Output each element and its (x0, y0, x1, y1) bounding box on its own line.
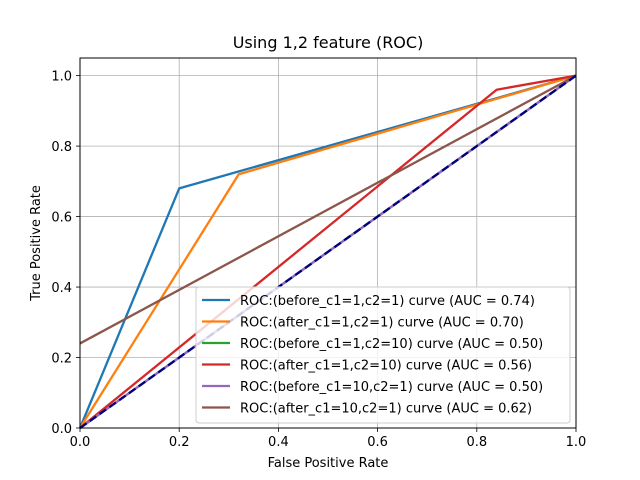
y-tick-label: 0.6 (51, 211, 72, 226)
x-tick-label: 0.4 (268, 435, 289, 450)
chance-diagonal-line (79, 74, 577, 429)
legend-entry-label: ROC:(before_c1=10,c2=1) curve (AUC = 0.5… (240, 380, 543, 395)
plot-frame (79, 57, 577, 429)
x-tick-label: 0.0 (70, 435, 91, 450)
legend-entry-label: ROC:(before_c1=1,c2=1) curve (AUC = 0.74… (240, 294, 535, 309)
legend-entry-label: ROC:(before_c1=1,c2=10) curve (AUC = 0.5… (240, 337, 543, 352)
series-line-2 (79, 74, 577, 429)
legend-entry-label: ROC:(after_c1=10,c2=1) curve (AUC = 0.62… (240, 402, 532, 417)
legend-box (195, 286, 571, 424)
y-tick-label: 0.2 (51, 352, 72, 367)
series-line-6 (79, 74, 577, 345)
series-lines (78, 74, 577, 429)
y-axis-label: True Positive Rate (29, 185, 44, 302)
legend: ROC:(before_c1=1,c2=1) curve (AUC = 0.74… (195, 286, 571, 424)
legend-entry-label: ROC:(after_c1=1,c2=10) curve (AUC = 0.56… (240, 359, 532, 374)
x-tick-label: 1.0 (566, 435, 587, 450)
y-tick-label: 1.0 (51, 70, 72, 85)
x-tick-label: 0.8 (466, 435, 487, 450)
y-tick-label: 0.0 (51, 422, 72, 437)
y-tick-label: 0.4 (51, 281, 72, 296)
x-tick-label: 0.2 (169, 435, 190, 450)
axis-ticks: 0.0 0.2 0.4 0.6 0.8 1.0 0.0 0.2 0.4 0.6 0.8 1.0 (51, 70, 586, 450)
y-tick-label: 0.8 (51, 140, 72, 155)
x-tick-label: 0.6 (367, 435, 388, 450)
chart-title: Using 1,2 feature (ROC) (233, 33, 424, 52)
legend-entry-label: ROC:(after_c1=1,c2=1) curve (AUC = 0.70) (240, 316, 524, 331)
x-axis-label: False Positive Rate (268, 456, 389, 471)
